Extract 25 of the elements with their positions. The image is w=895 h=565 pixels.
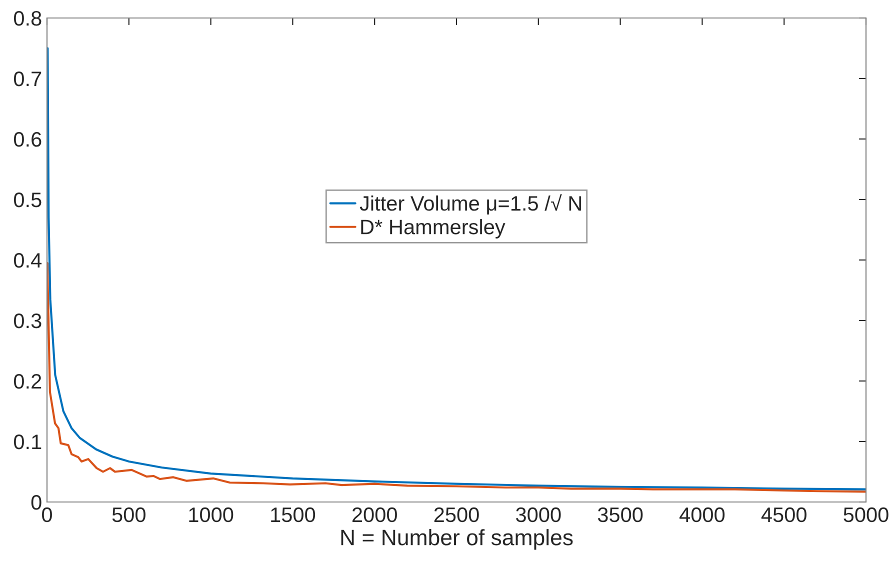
- y-tick-label: 0.7: [14, 72, 42, 86]
- x-tick-label: 4000: [680, 507, 725, 522]
- y-tick-label: 0.6: [14, 132, 42, 147]
- x-tick-label: 500: [112, 507, 146, 522]
- line-series: [47, 47, 866, 490]
- x-tick-label: 1000: [189, 507, 234, 522]
- y-tick-label: 0.3: [14, 314, 42, 328]
- x-tick-label: 3000: [516, 507, 561, 522]
- y-tick-label: 0.8: [14, 11, 42, 26]
- x-tick-label: 2000: [352, 507, 397, 522]
- x-tick-label: 3500: [598, 507, 643, 522]
- x-tick-label: 1500: [271, 507, 316, 522]
- y-tick-label: 0.4: [14, 253, 42, 268]
- x-tick-label: 0: [42, 507, 52, 522]
- legend-label: Jitter Volume μ=1.5 /√ N: [360, 194, 581, 215]
- y-tick-label: 0: [31, 495, 42, 510]
- y-tick-label: 0.5: [14, 192, 42, 208]
- legend-label: D* Hammersley: [361, 219, 506, 238]
- line-series: [47, 262, 866, 493]
- x-tick-label: 5000: [844, 507, 888, 522]
- x-tick-label: 2500: [434, 507, 479, 522]
- y-tick-label: 0.2: [14, 374, 42, 389]
- y-tick-label: 0.1: [14, 434, 42, 450]
- x-axis-title: N = Number of samples: [341, 529, 573, 550]
- x-tick-label: 4500: [761, 507, 806, 522]
